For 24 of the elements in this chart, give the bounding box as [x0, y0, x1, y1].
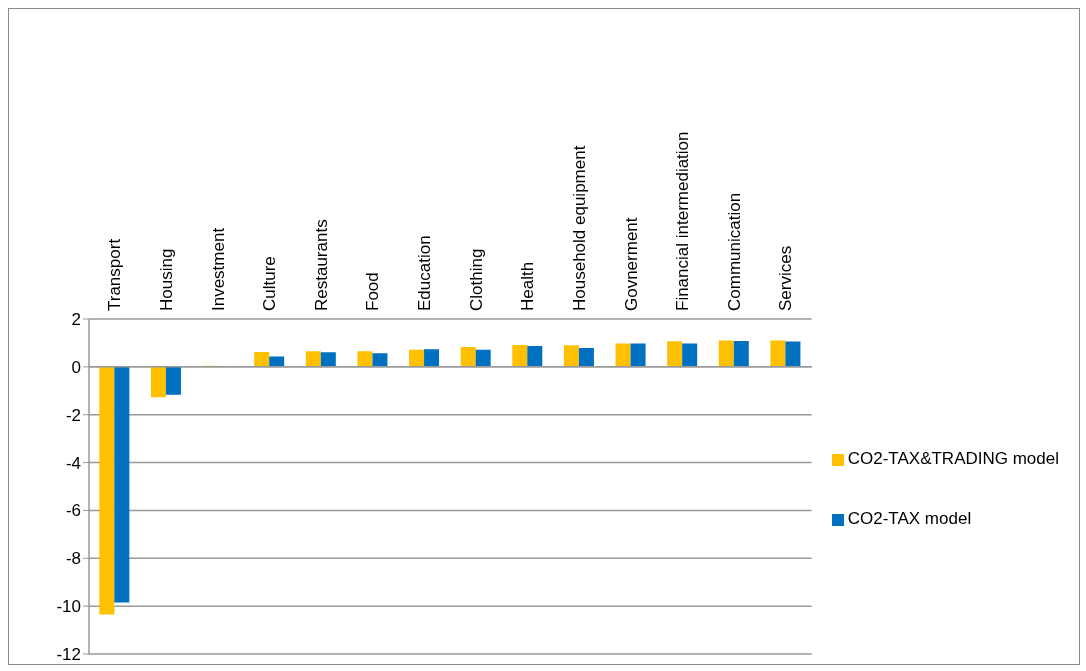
x-tick-label: Health: [518, 261, 538, 311]
x-tick-label: Communication: [724, 192, 744, 311]
x-tick-label: Food: [363, 272, 383, 311]
y-tick-label: -6: [65, 501, 81, 521]
x-tick-label: Household equipment: [569, 145, 589, 311]
y-tick-label: -2: [65, 405, 81, 425]
x-tick-label: Education: [415, 235, 435, 311]
x-tick-label: Investment: [208, 227, 228, 311]
x-tick-label: Restaurants: [311, 219, 331, 311]
y-tick-label: -12: [56, 645, 81, 665]
y-tick-label: -8: [65, 549, 81, 569]
y-tick-label: 2: [71, 310, 81, 330]
x-tick-label: Culture: [260, 256, 280, 311]
legend-label: CO2-TAX model: [847, 509, 972, 528]
x-tick-label: Transport: [105, 238, 125, 311]
y-tick-label: 0: [71, 357, 81, 377]
x-tick-label: Clothing: [466, 248, 486, 311]
x-tick-label: Govnerment: [621, 217, 641, 311]
legend-label: CO2-TAX&TRADING model: [847, 449, 1059, 468]
y-tick-label: -10: [56, 597, 81, 617]
x-tick-label: Financial intermediation: [673, 131, 693, 311]
x-tick-label: Housing: [156, 248, 176, 311]
y-tick-label: -4: [65, 453, 81, 473]
x-tick-label: Services: [776, 245, 796, 311]
